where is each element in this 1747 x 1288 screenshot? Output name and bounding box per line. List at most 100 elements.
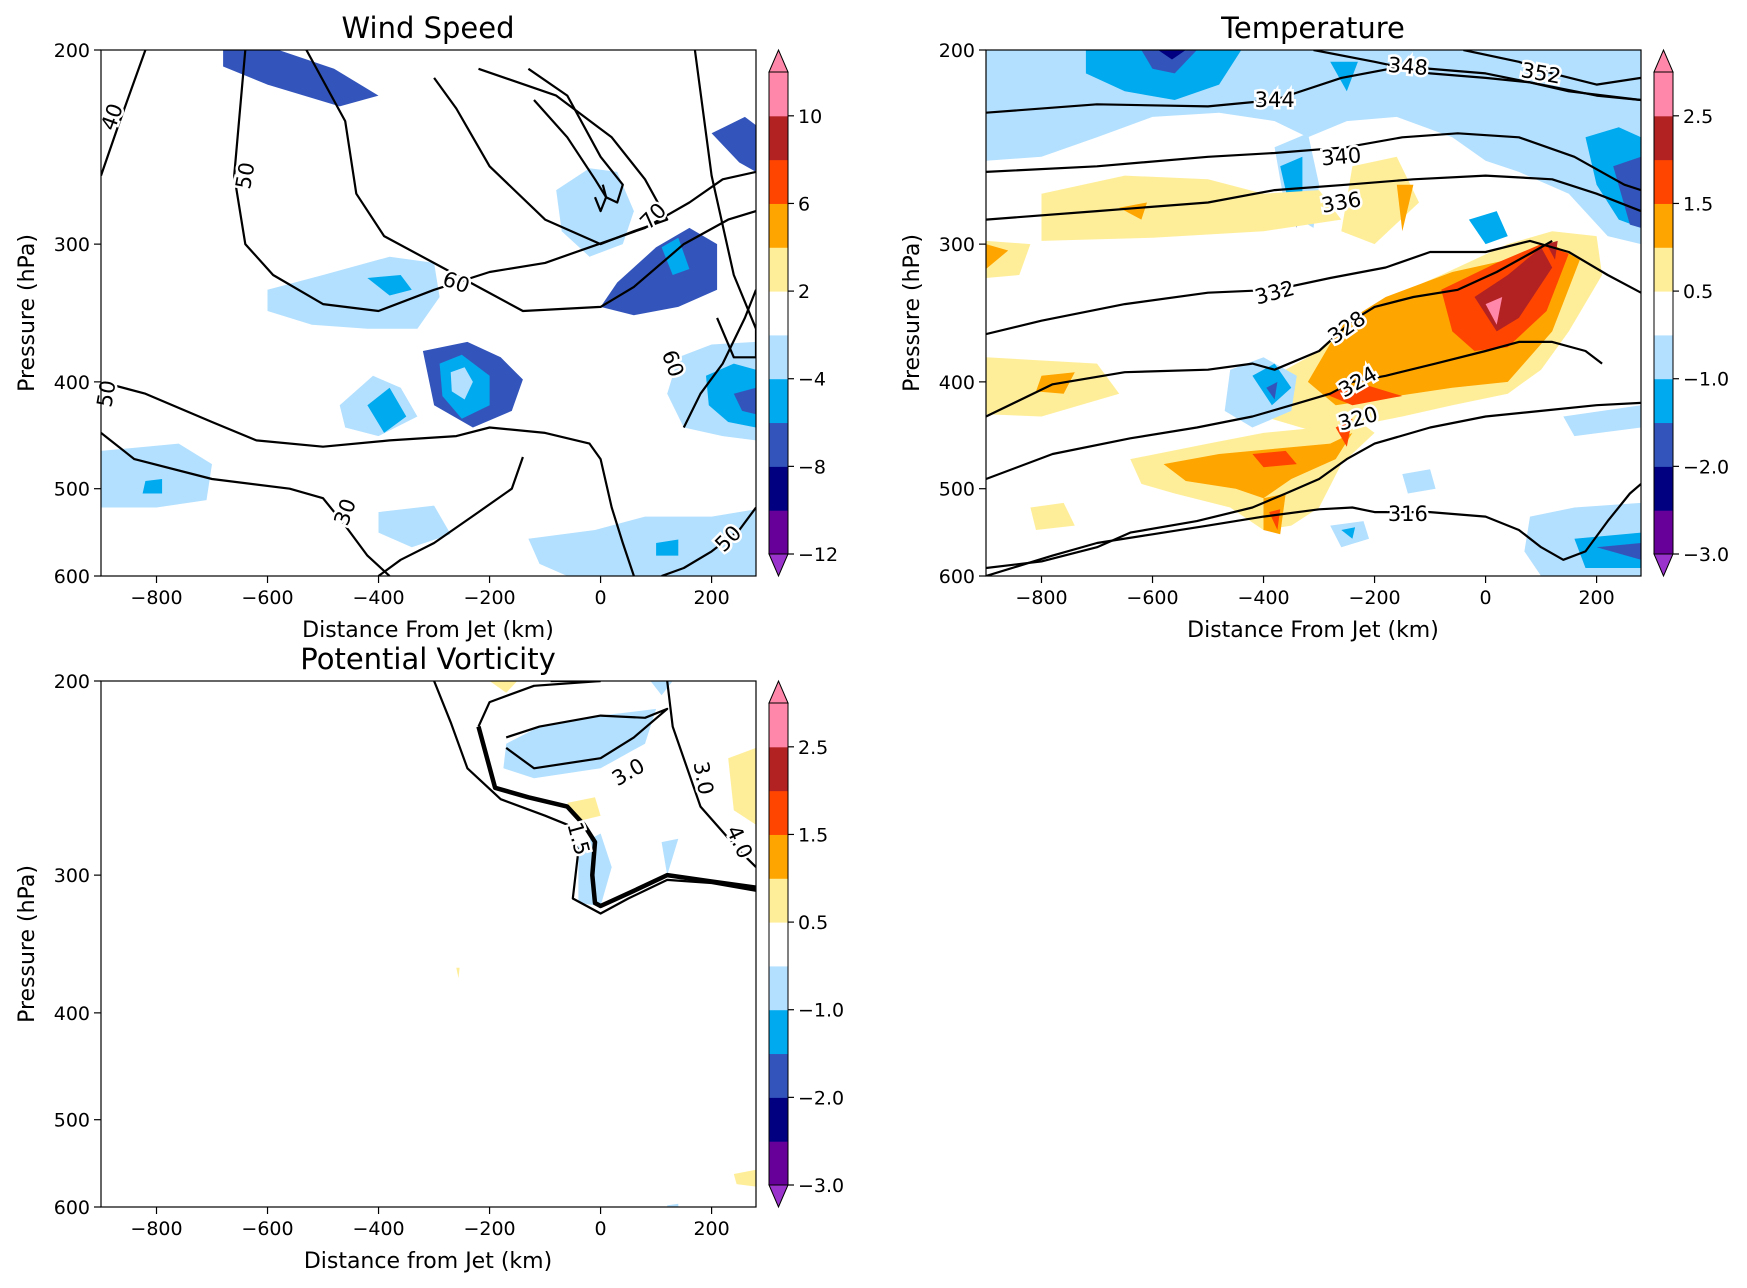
colorbar-segment xyxy=(1654,247,1673,292)
anomaly-fill-region xyxy=(1030,502,1075,530)
anomaly-fill-region xyxy=(367,275,412,296)
contour-line xyxy=(505,707,669,770)
contour-label: 3.0 xyxy=(689,760,718,797)
contour-line xyxy=(101,380,635,576)
contour-label: 4.0 xyxy=(721,822,757,862)
x-tick-label: −400 xyxy=(352,587,404,609)
anomaly-fill-region xyxy=(661,237,690,275)
x-tick-label: −400 xyxy=(352,1218,404,1240)
colorbar-segment xyxy=(769,466,788,511)
contour-line xyxy=(682,289,756,428)
colorbar-segment xyxy=(769,422,788,467)
anomaly-fill-region xyxy=(1141,50,1197,74)
y-tick-label: 500 xyxy=(54,479,90,501)
anomaly-fill-region xyxy=(1468,211,1508,245)
colorbar-tick-label: −12 xyxy=(798,544,838,566)
anomaly-fill-region xyxy=(101,443,212,508)
anomaly-fill-region xyxy=(600,227,718,316)
contour-line xyxy=(986,132,1641,192)
anomaly-fill-region xyxy=(1252,363,1292,406)
colorbar-segment xyxy=(769,834,788,879)
anomaly-fill-region xyxy=(1563,405,1641,437)
x-tick-label: −800 xyxy=(1015,587,1067,609)
colorbar-tick-label: −8 xyxy=(798,456,826,478)
anomaly-fill-region xyxy=(986,244,1009,269)
colorbar-tick-label: 2.5 xyxy=(1683,106,1713,128)
colorbar-segment xyxy=(769,790,788,835)
colorbar-tick-label: 2.5 xyxy=(798,737,828,759)
anomaly-fill-region xyxy=(503,708,657,779)
anomaly-fill-region xyxy=(1341,527,1356,539)
colorbar-segment xyxy=(1654,159,1673,204)
contour-label: 50 xyxy=(231,160,259,190)
contour-line xyxy=(101,50,147,176)
anomaly-fill-region xyxy=(1613,156,1641,228)
colorbar-extend-low xyxy=(1653,553,1674,578)
contour-label: 60 xyxy=(440,267,473,299)
contour-line xyxy=(1463,50,1641,86)
x-tick-label: −200 xyxy=(463,1218,515,1240)
colorbar-tick-label: 1.5 xyxy=(798,824,828,846)
colorbar-segment xyxy=(769,247,788,292)
contour-line xyxy=(1313,50,1641,102)
x-tick-label: 0 xyxy=(1480,587,1492,609)
colorbar-tick-label: −1.0 xyxy=(1683,369,1729,391)
plot-area-frame xyxy=(985,49,1642,577)
contour-line xyxy=(661,506,756,576)
colorbar-segment xyxy=(769,878,788,923)
contour-line xyxy=(233,50,756,313)
contour-label: 1.5 xyxy=(562,819,594,857)
contour-line xyxy=(593,184,608,213)
colorbar-segment xyxy=(769,159,788,204)
anomaly-fill-region xyxy=(267,256,440,329)
colorbar-tick-label: 0.5 xyxy=(798,912,828,934)
colorbar-segment xyxy=(769,203,788,248)
contour-line xyxy=(986,239,1641,336)
anomaly-fill-region xyxy=(728,747,756,825)
colorbar-frame xyxy=(768,702,789,1186)
anomaly-fill-region xyxy=(1335,418,1353,447)
x-tick-label: 200 xyxy=(1578,587,1614,609)
x-tick-label: −600 xyxy=(241,1218,293,1240)
y-tick-label: 200 xyxy=(54,671,90,693)
x-tick-label: 200 xyxy=(693,587,729,609)
y-tick-label: 200 xyxy=(54,40,90,62)
colorbar-segment xyxy=(1654,291,1673,336)
contour-label: 316 xyxy=(1388,502,1428,526)
y-tick-label: 500 xyxy=(54,1110,90,1132)
anomaly-fill-region xyxy=(1596,543,1641,560)
panel-title: Wind Speed xyxy=(341,11,514,45)
anomaly-fill-region xyxy=(1324,384,1403,406)
y-tick-label: 400 xyxy=(54,372,90,394)
anomaly-fill-region xyxy=(1266,381,1278,400)
anomaly-fill-region xyxy=(101,551,113,576)
colorbar-segment xyxy=(769,115,788,161)
anomaly-fill-region xyxy=(1163,432,1353,499)
anomaly-fill-region xyxy=(733,387,756,415)
y-tick-label: 400 xyxy=(54,1003,90,1025)
colorbar-tick-label: 1.5 xyxy=(1683,193,1713,215)
anomaly-fill-region xyxy=(1402,469,1436,494)
contour-line xyxy=(101,432,391,576)
x-tick-label: −200 xyxy=(1348,587,1400,609)
y-tick-label: 400 xyxy=(939,372,975,394)
colorbar-segment xyxy=(769,965,788,1011)
colorbar-segment xyxy=(769,1141,788,1186)
colorbar-tick-label: −4 xyxy=(798,369,826,391)
colorbar-segment xyxy=(1654,72,1673,117)
colorbar-segment xyxy=(1654,378,1673,424)
x-tick-label: −600 xyxy=(1126,587,1178,609)
y-tick-label: 600 xyxy=(54,1197,90,1219)
x-tick-label: −800 xyxy=(130,587,182,609)
colorbar-segment xyxy=(769,1053,788,1098)
x-tick-label: 0 xyxy=(595,1218,607,1240)
contour-line xyxy=(377,456,524,576)
colorbar-segment xyxy=(769,1097,788,1142)
x-axis-label: Distance From Jet (km) xyxy=(1187,618,1439,643)
y-tick-label: 200 xyxy=(939,40,975,62)
contour-line xyxy=(527,67,624,204)
anomaly-fill-region xyxy=(456,967,460,979)
anomaly-fill-region xyxy=(667,1203,679,1207)
x-tick-label: −200 xyxy=(463,587,515,609)
